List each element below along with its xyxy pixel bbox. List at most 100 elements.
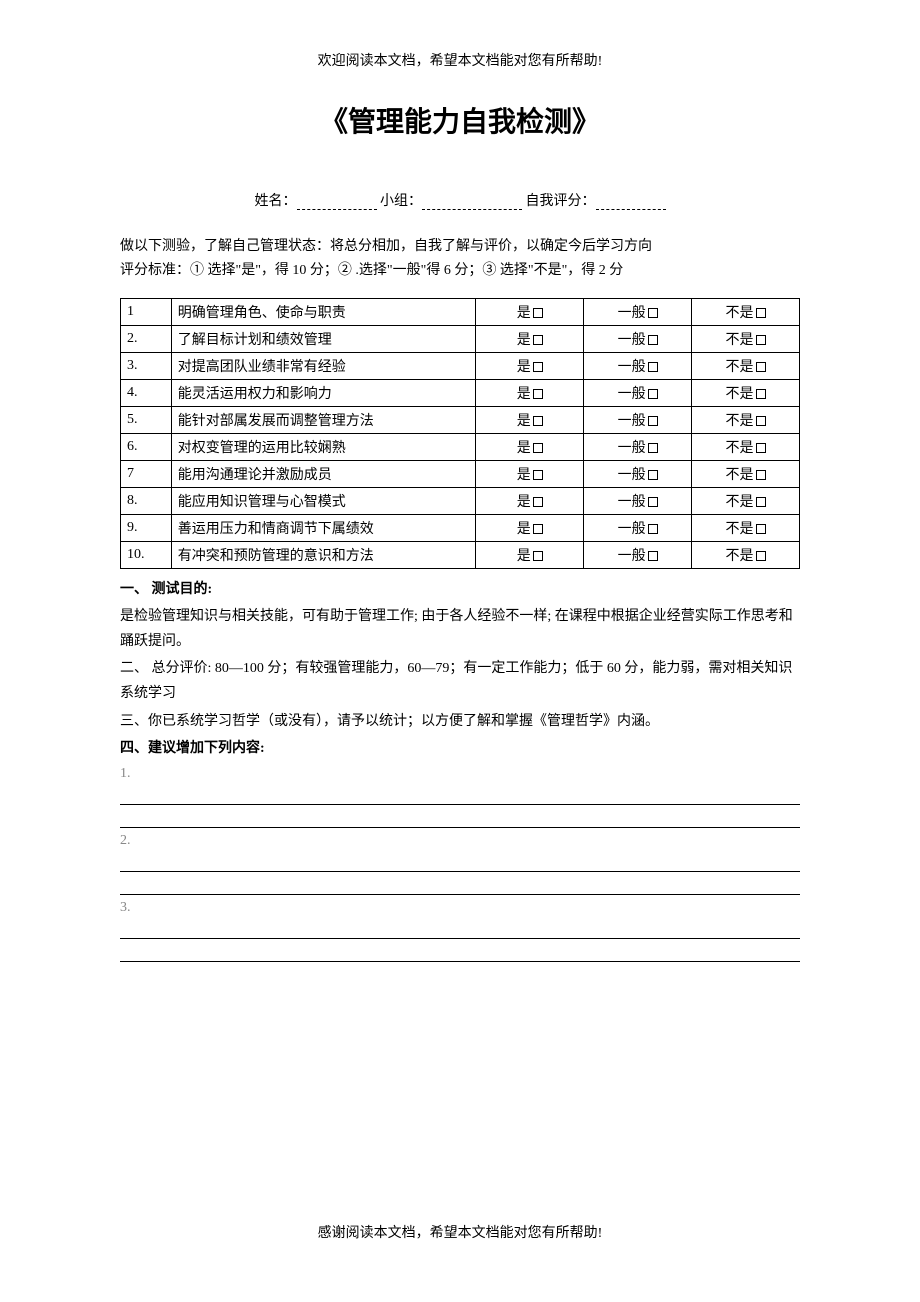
checkbox-icon[interactable]	[533, 443, 543, 453]
checkbox-icon[interactable]	[756, 416, 766, 426]
option-no[interactable]: 不是	[692, 406, 800, 433]
checkbox-icon[interactable]	[533, 470, 543, 480]
table-row: 7能用沟通理论并激励成员是一般不是	[121, 460, 800, 487]
option-yes[interactable]: 是	[476, 379, 584, 406]
checkbox-icon[interactable]	[533, 416, 543, 426]
option-yes[interactable]: 是	[476, 298, 584, 325]
option-yes[interactable]: 是	[476, 487, 584, 514]
option-no[interactable]: 不是	[692, 514, 800, 541]
name-blank[interactable]	[297, 194, 377, 210]
header-note: 欢迎阅读本文档，希望本文档能对您有所帮助!	[120, 50, 800, 70]
suggestion-line[interactable]	[120, 875, 800, 895]
suggestion-line[interactable]	[120, 785, 800, 805]
option-no[interactable]: 不是	[692, 460, 800, 487]
checkbox-icon[interactable]	[756, 524, 766, 534]
assessment-table: 1明确管理角色、使命与职责是一般不是2.了解目标计划和绩效管理是一般不是3.对提…	[120, 298, 800, 569]
option-yes[interactable]: 是	[476, 352, 584, 379]
checkbox-icon[interactable]	[533, 389, 543, 399]
checkbox-icon[interactable]	[756, 308, 766, 318]
option-yes[interactable]: 是	[476, 541, 584, 568]
option-yes[interactable]: 是	[476, 460, 584, 487]
option-yes[interactable]: 是	[476, 325, 584, 352]
option-normal[interactable]: 一般	[584, 541, 692, 568]
checkbox-icon[interactable]	[648, 443, 658, 453]
suggestion-number: 2.	[120, 833, 131, 849]
option-normal[interactable]: 一般	[584, 352, 692, 379]
table-row: 9.善运用压力和情商调节下属绩效是一般不是	[121, 514, 800, 541]
suggestion-line[interactable]	[120, 919, 800, 939]
suggestion-line[interactable]	[120, 942, 800, 962]
option-normal[interactable]: 一般	[584, 460, 692, 487]
option-normal[interactable]: 一般	[584, 379, 692, 406]
section1-text: 是检验管理知识与相关技能，可有助于管理工作; 由于各人经验不一样; 在课程中根据…	[120, 604, 800, 654]
option-label: 一般	[618, 495, 646, 510]
option-yes[interactable]: 是	[476, 433, 584, 460]
suggestion-line[interactable]	[120, 852, 800, 872]
checkbox-icon[interactable]	[533, 497, 543, 507]
option-no[interactable]: 不是	[692, 487, 800, 514]
row-number: 8.	[121, 487, 172, 514]
option-normal[interactable]: 一般	[584, 325, 692, 352]
option-no[interactable]: 不是	[692, 325, 800, 352]
checkbox-icon[interactable]	[533, 308, 543, 318]
option-yes[interactable]: 是	[476, 406, 584, 433]
option-no[interactable]: 不是	[692, 433, 800, 460]
checkbox-icon[interactable]	[648, 416, 658, 426]
score-blank[interactable]	[596, 194, 666, 210]
row-text: 善运用压力和情商调节下属绩效	[171, 514, 476, 541]
instructions-line2: 评分标准：① 选择"是"，得 10 分；② .选择"一般"得 6 分；③ 选择"…	[120, 259, 800, 283]
option-normal[interactable]: 一般	[584, 406, 692, 433]
table-row: 2.了解目标计划和绩效管理是一般不是	[121, 325, 800, 352]
checkbox-icon[interactable]	[648, 524, 658, 534]
table-row: 6.对权变管理的运用比较娴熟是一般不是	[121, 433, 800, 460]
option-label: 一般	[618, 360, 646, 375]
option-label: 一般	[618, 468, 646, 483]
row-text: 能针对部属发展而调整管理方法	[171, 406, 476, 433]
option-normal[interactable]: 一般	[584, 298, 692, 325]
checkbox-icon[interactable]	[756, 335, 766, 345]
option-no[interactable]: 不是	[692, 541, 800, 568]
option-label: 一般	[618, 306, 646, 321]
checkbox-icon[interactable]	[756, 362, 766, 372]
checkbox-icon[interactable]	[533, 362, 543, 372]
checkbox-icon[interactable]	[648, 497, 658, 507]
option-label: 不是	[726, 387, 754, 402]
checkbox-icon[interactable]	[648, 308, 658, 318]
option-yes[interactable]: 是	[476, 514, 584, 541]
checkbox-icon[interactable]	[533, 335, 543, 345]
option-no[interactable]: 不是	[692, 379, 800, 406]
option-label: 不是	[726, 333, 754, 348]
suggestion-line[interactable]	[120, 808, 800, 828]
option-no[interactable]: 不是	[692, 352, 800, 379]
row-number: 7	[121, 460, 172, 487]
checkbox-icon[interactable]	[756, 443, 766, 453]
page-title: 《管理能力自我检测》	[120, 100, 800, 140]
table-row: 5.能针对部属发展而调整管理方法是一般不是	[121, 406, 800, 433]
checkbox-icon[interactable]	[756, 470, 766, 480]
checkbox-icon[interactable]	[756, 389, 766, 399]
checkbox-icon[interactable]	[648, 470, 658, 480]
option-normal[interactable]: 一般	[584, 487, 692, 514]
option-no[interactable]: 不是	[692, 298, 800, 325]
option-normal[interactable]: 一般	[584, 514, 692, 541]
suggestion-number: 1.	[120, 766, 131, 782]
checkbox-icon[interactable]	[648, 389, 658, 399]
section2: 二、 总分评价: 80—100 分；有较强管理能力，60—79；有一定工作能力；…	[120, 656, 800, 706]
table-row: 10.有冲突和预防管理的意识和方法是一般不是	[121, 541, 800, 568]
checkbox-icon[interactable]	[648, 362, 658, 372]
section3: 三、你已系统学习哲学（或没有），请予以统计；以方便了解和掌握《管理哲学》内涵。	[120, 709, 800, 734]
checkbox-icon[interactable]	[533, 551, 543, 561]
option-label: 是	[517, 387, 531, 402]
checkbox-icon[interactable]	[648, 335, 658, 345]
checkbox-icon[interactable]	[648, 551, 658, 561]
checkbox-icon[interactable]	[756, 551, 766, 561]
row-number: 5.	[121, 406, 172, 433]
group-blank[interactable]	[422, 194, 522, 210]
option-label: 一般	[618, 333, 646, 348]
option-normal[interactable]: 一般	[584, 433, 692, 460]
table-row: 8.能应用知识管理与心智模式是一般不是	[121, 487, 800, 514]
option-label: 是	[517, 441, 531, 456]
form-line: 姓名： 小组： 自我评分：	[120, 190, 800, 210]
checkbox-icon[interactable]	[756, 497, 766, 507]
checkbox-icon[interactable]	[533, 524, 543, 534]
